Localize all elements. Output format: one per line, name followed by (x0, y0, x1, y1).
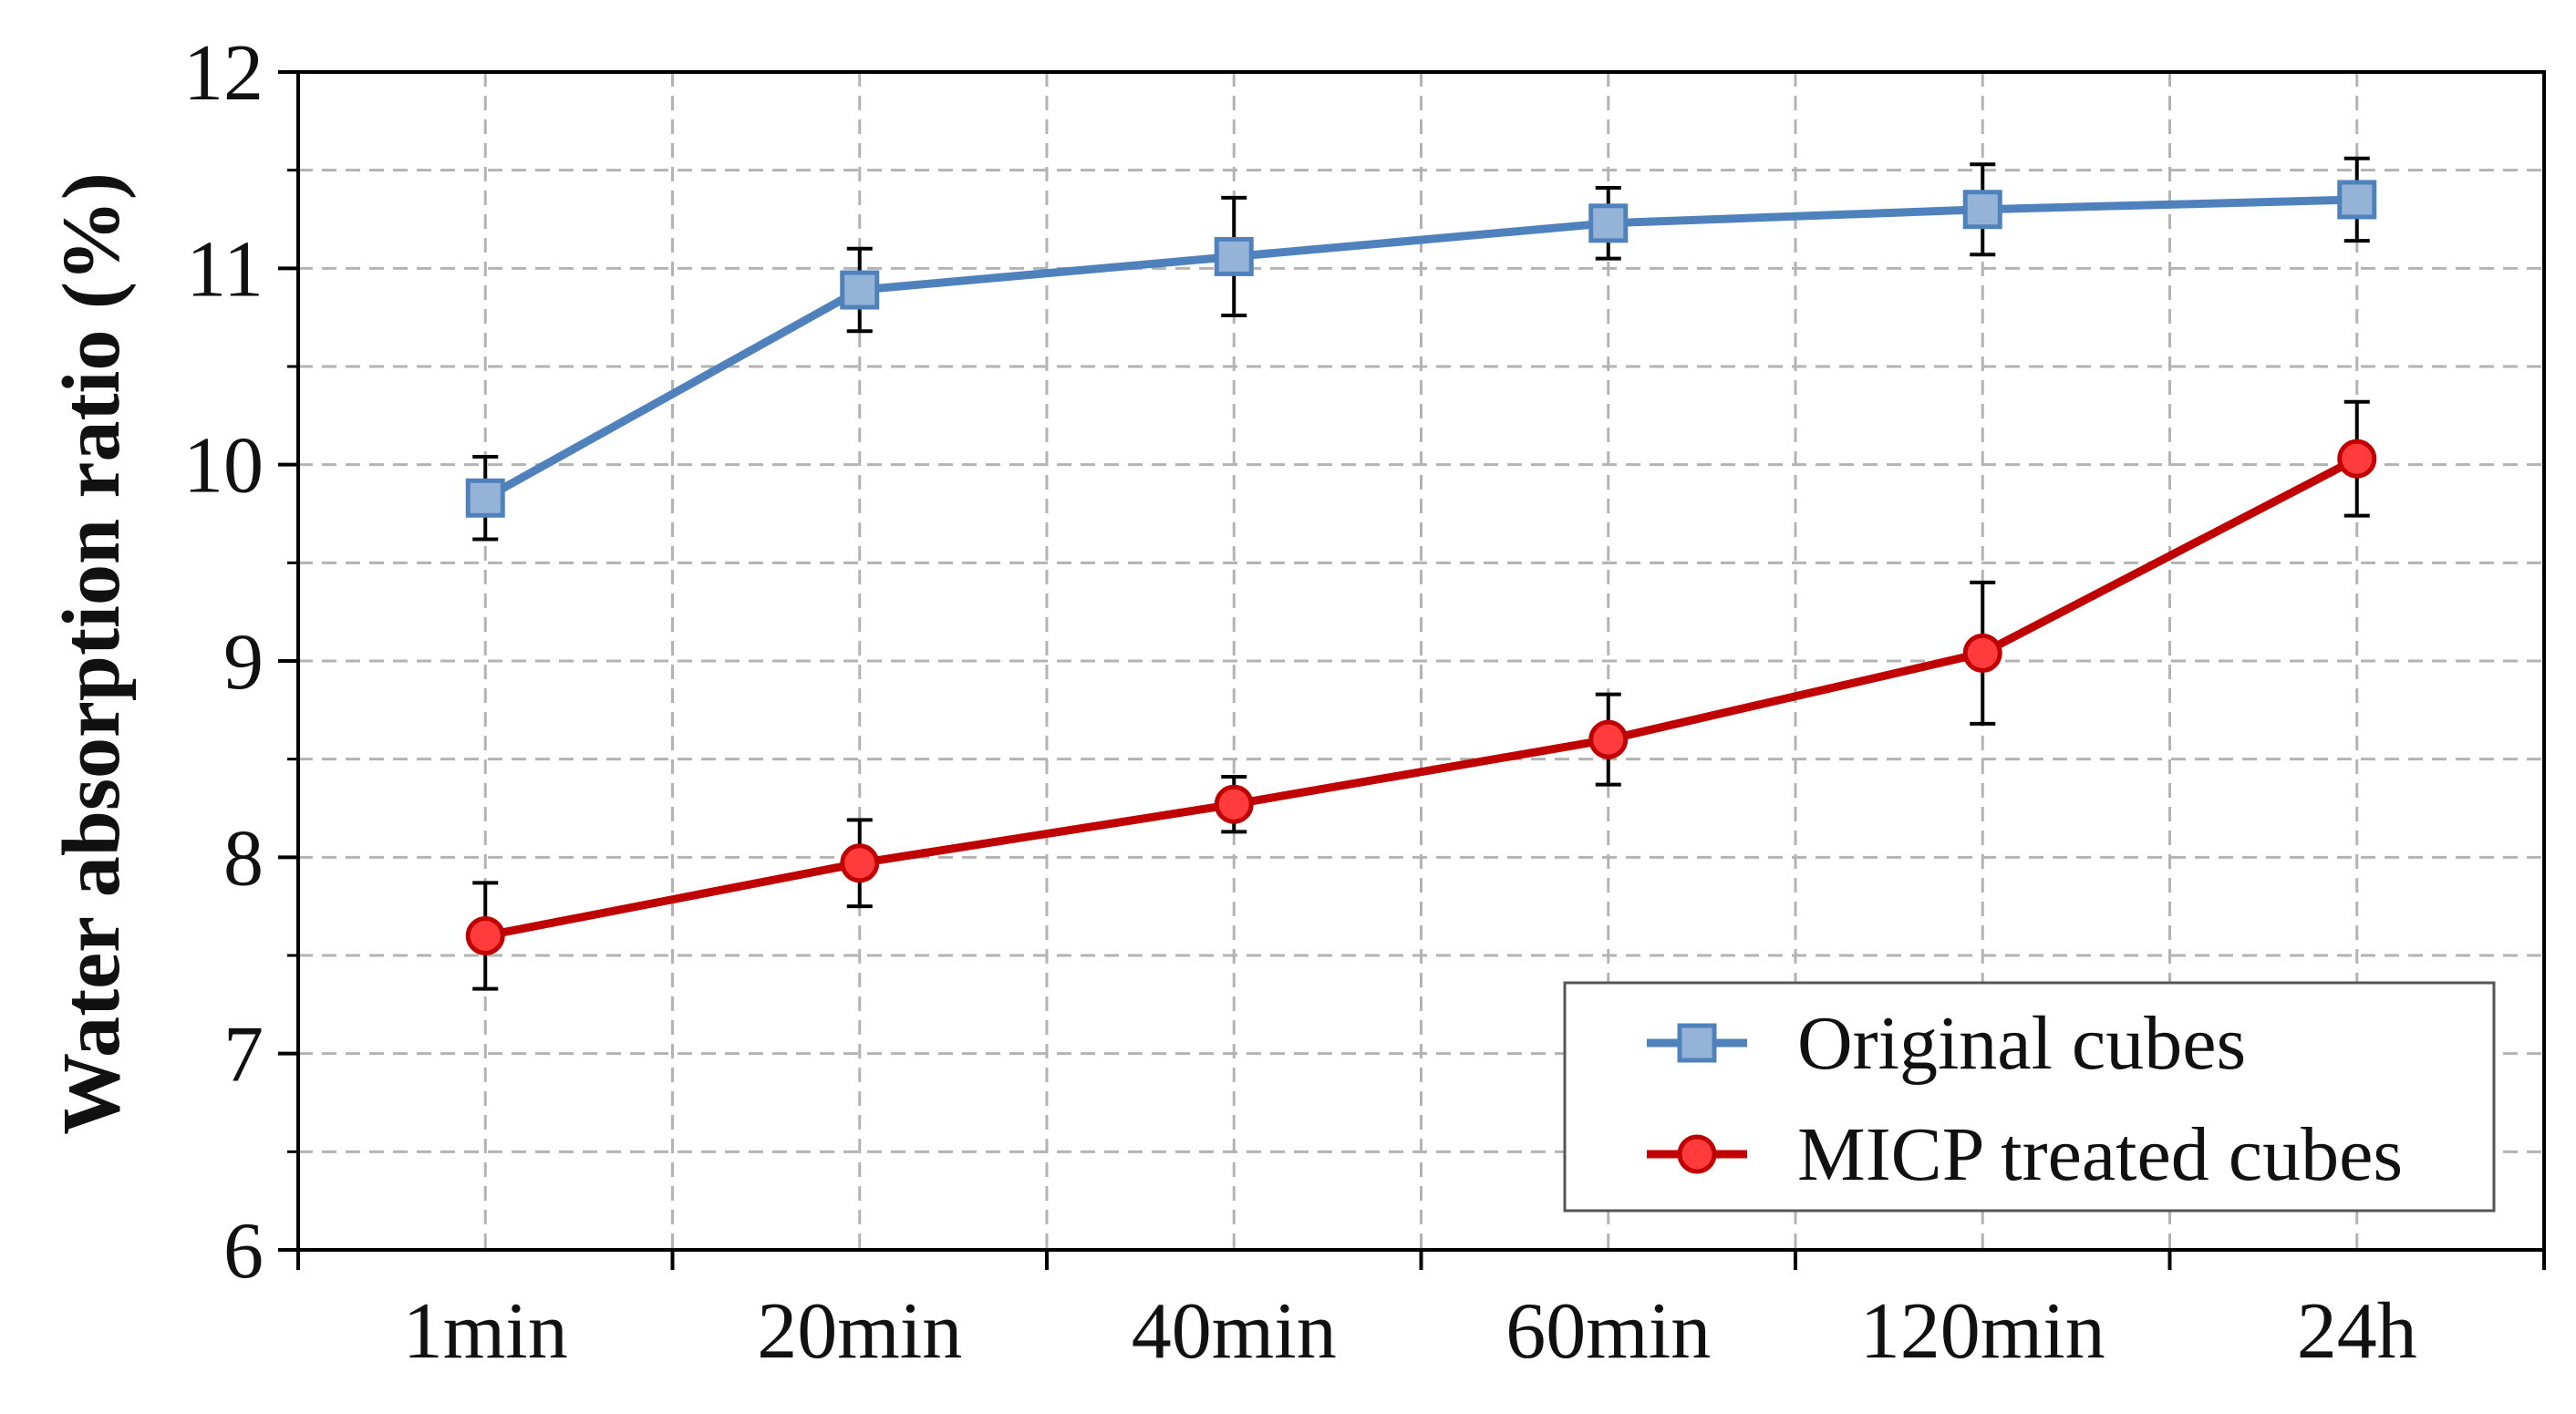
series-1 (465, 156, 2377, 542)
circle-marker (1677, 1134, 1717, 1174)
square-marker (2337, 180, 2377, 220)
circle-marker (840, 843, 880, 883)
y-tick-label: 6 (223, 1207, 264, 1295)
series-layer (465, 156, 2377, 991)
x-tick-label: 1min (403, 1287, 568, 1376)
circle-marker (2337, 439, 2377, 479)
circle-marker (1962, 633, 2002, 673)
x-tick-label: 120min (1860, 1287, 2105, 1376)
x-tick-label: 20min (757, 1287, 962, 1376)
tick-labels: 6 7 8 9 10 11 12 1min 20min 40min 60min 120min 24h (183, 29, 2417, 1376)
legend-label: Original cubes (1797, 1001, 2246, 1086)
series-2 (465, 399, 2377, 991)
legend-box (1563, 981, 2496, 1213)
x-tick-label: 24h (2297, 1287, 2417, 1376)
axes (278, 70, 2546, 1270)
square-marker (840, 270, 880, 310)
square-marker (1962, 190, 2002, 230)
legend: Original cubes MICP treated cubes (1563, 981, 2496, 1213)
square-marker (1588, 203, 1629, 243)
legend-item-1: Original cubes (1647, 1001, 2246, 1086)
y-tick-label: 12 (183, 29, 264, 118)
y-tick-label: 8 (223, 814, 264, 903)
circle-marker (1214, 784, 1254, 824)
x-tick-label: 60min (1505, 1287, 1711, 1376)
series-line (483, 195, 2357, 502)
y-tick-label: 11 (186, 225, 264, 314)
legend-item-2: MICP treated cubes (1647, 1112, 2403, 1197)
square-marker (1214, 236, 1254, 276)
circle-marker (465, 915, 505, 955)
y-axis-title: Water absorption ratio (%) (47, 172, 137, 1135)
square-marker (1677, 1023, 1717, 1063)
y-tick-label: 7 (223, 1011, 264, 1099)
circle-marker (1588, 719, 1629, 759)
series-line (484, 455, 2359, 940)
x-tick-label: 40min (1132, 1287, 1337, 1376)
square-marker (465, 478, 505, 518)
y-tick-label: 10 (183, 422, 264, 511)
y-tick-label: 9 (223, 618, 264, 707)
legend-label: MICP treated cubes (1797, 1112, 2403, 1197)
